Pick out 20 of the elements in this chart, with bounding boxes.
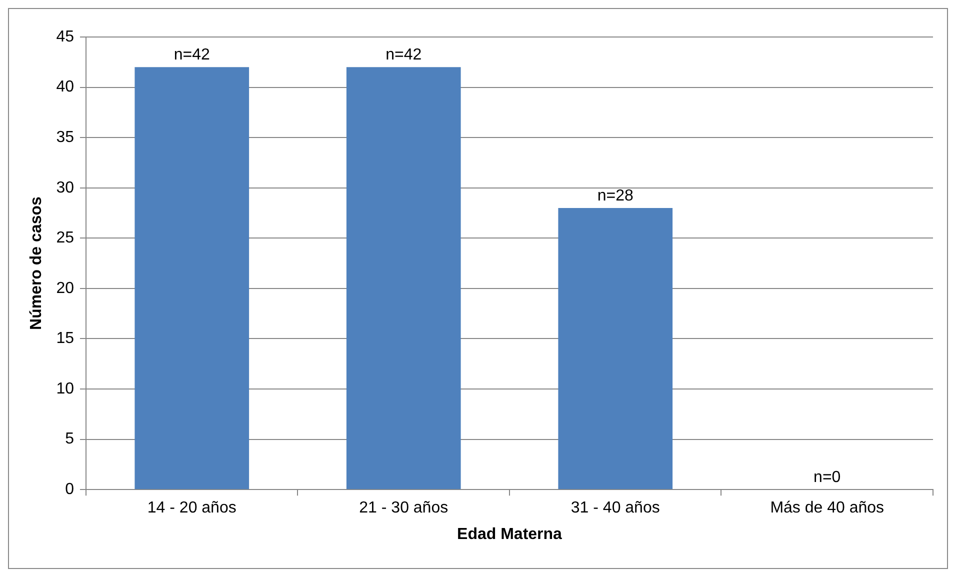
- x-tick-label: 31 - 40 años: [570, 500, 660, 517]
- y-axis-title: Número de casos: [28, 196, 46, 330]
- y-tick-label: 15: [56, 330, 74, 348]
- y-tick-label: 45: [56, 28, 74, 46]
- y-tick-label: 20: [56, 280, 74, 297]
- x-tick-label: 21 - 30 años: [359, 500, 448, 517]
- y-tick-label: 5: [65, 430, 74, 448]
- y-tick-label: 0: [65, 481, 74, 498]
- y-tick-label: 10: [56, 380, 74, 398]
- x-axis-title: Edad Materna: [457, 526, 562, 543]
- data-label: n=42: [174, 46, 210, 64]
- x-tick-label: 14 - 20 años: [147, 500, 236, 517]
- data-label: n=0: [814, 469, 841, 486]
- y-tick-label: 40: [56, 78, 74, 96]
- y-tick-label: 35: [56, 128, 74, 146]
- y-tick-label: 25: [56, 230, 74, 247]
- y-tick-label: 30: [56, 179, 74, 196]
- x-tick-label: Más de 40 años: [770, 500, 884, 517]
- data-label: n=28: [597, 187, 634, 204]
- data-label: n=42: [386, 46, 422, 64]
